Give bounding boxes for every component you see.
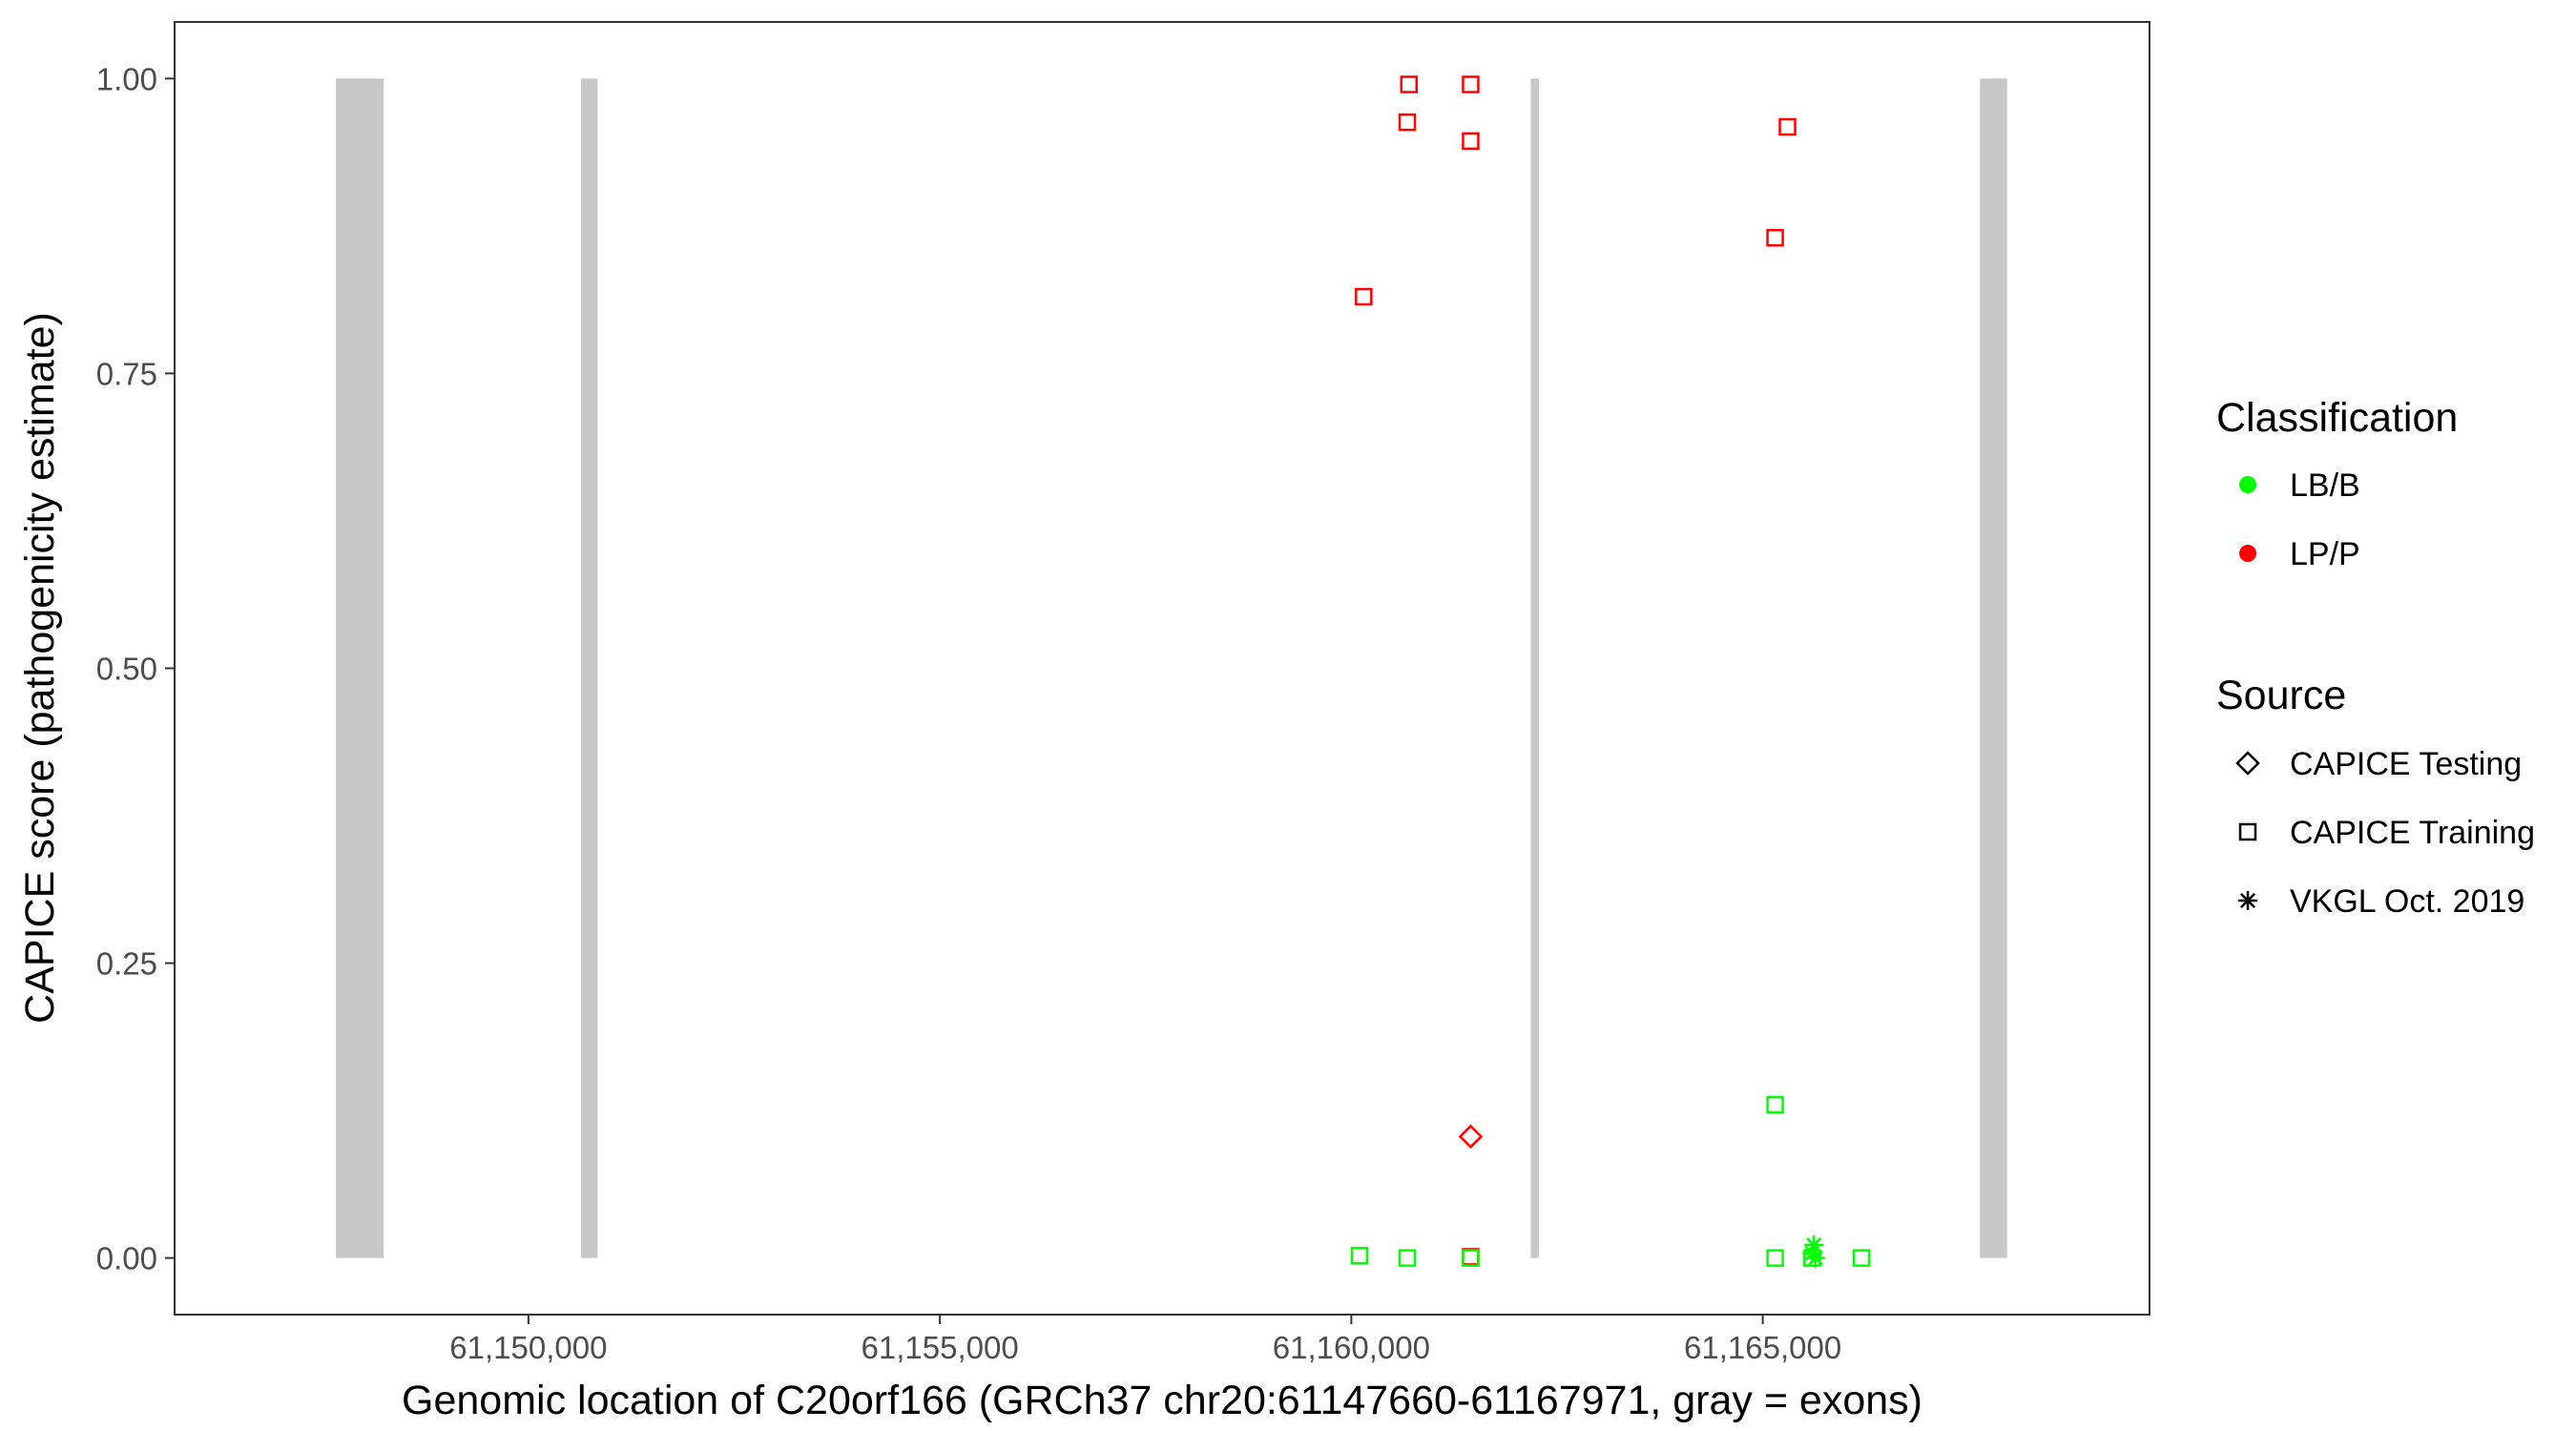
legend-key-source [2235, 751, 2260, 776]
exon-layer [336, 78, 2007, 1258]
data-point [1852, 1249, 1871, 1267]
data-point [1458, 1124, 1484, 1150]
data-point [1398, 1249, 1417, 1267]
y-tick-label: 0.00 [96, 1241, 157, 1276]
legend: Classification LB/B LP/P Source CAPICE Te… [2216, 395, 2535, 920]
data-point [1766, 1249, 1784, 1267]
data-point [1355, 287, 1373, 306]
legend-key-source [2238, 891, 2257, 910]
legend-key-classification [2239, 545, 2256, 562]
x-tick-label: 61,165,000 [1684, 1330, 1841, 1365]
legend-label-source: CAPICE Testing [2290, 746, 2522, 782]
x-axis: 61,150,000 61,155,000 61,160,000 61,165,000 [449, 1315, 1841, 1365]
data-point [1805, 1248, 1825, 1268]
legend-key-classification [2239, 476, 2256, 493]
y-tick-label: 0.25 [96, 946, 157, 982]
data-points [1350, 75, 1871, 1268]
exon-band-4 [1980, 78, 2007, 1258]
y-tick-label: 0.75 [96, 356, 157, 391]
data-point [1462, 75, 1480, 93]
legend-label-classification: LP/P [2290, 536, 2360, 572]
data-point [1462, 1249, 1480, 1267]
legend-label-source: CAPICE Training [2290, 815, 2535, 851]
legend-label-source: VKGL Oct. 2019 [2290, 883, 2524, 920]
legend-title-source: Source [2216, 673, 2346, 718]
data-point [1400, 75, 1418, 93]
legend-title-classification: Classification [2216, 395, 2458, 441]
y-tick-label: 0.50 [96, 652, 157, 687]
exon-band-2 [581, 78, 598, 1258]
legend-source-items: CAPICE Testing CAPICE Training VKGL Oct. 2… [2235, 746, 2535, 920]
exon-band-3 [1530, 78, 1540, 1258]
plot-panel [174, 21, 2150, 1316]
x-tick-label: 61,155,000 [862, 1330, 1019, 1365]
data-point [1350, 1246, 1369, 1265]
y-axis: 0.00 0.25 0.50 0.75 1.00 [96, 61, 175, 1276]
legend-key-source [2238, 822, 2257, 841]
data-point [1766, 1095, 1784, 1114]
legend-label-classification: LB/B [2290, 467, 2360, 504]
data-point [1778, 117, 1797, 136]
x-axis-title: Genomic location of C20orf166 (GRCh37 ch… [402, 1378, 1922, 1423]
x-tick-label: 61,150,000 [449, 1330, 607, 1365]
y-axis-title: CAPICE score (pathogenicity estimate) [17, 312, 63, 1024]
exon-band-1 [336, 78, 384, 1258]
data-point [1398, 113, 1417, 132]
data-point [1766, 228, 1784, 247]
x-tick-label: 61,160,000 [1273, 1330, 1430, 1365]
legend-classification-items: LB/B LP/P [2239, 467, 2360, 572]
y-tick-label: 1.00 [96, 61, 157, 96]
data-point [1462, 132, 1480, 151]
